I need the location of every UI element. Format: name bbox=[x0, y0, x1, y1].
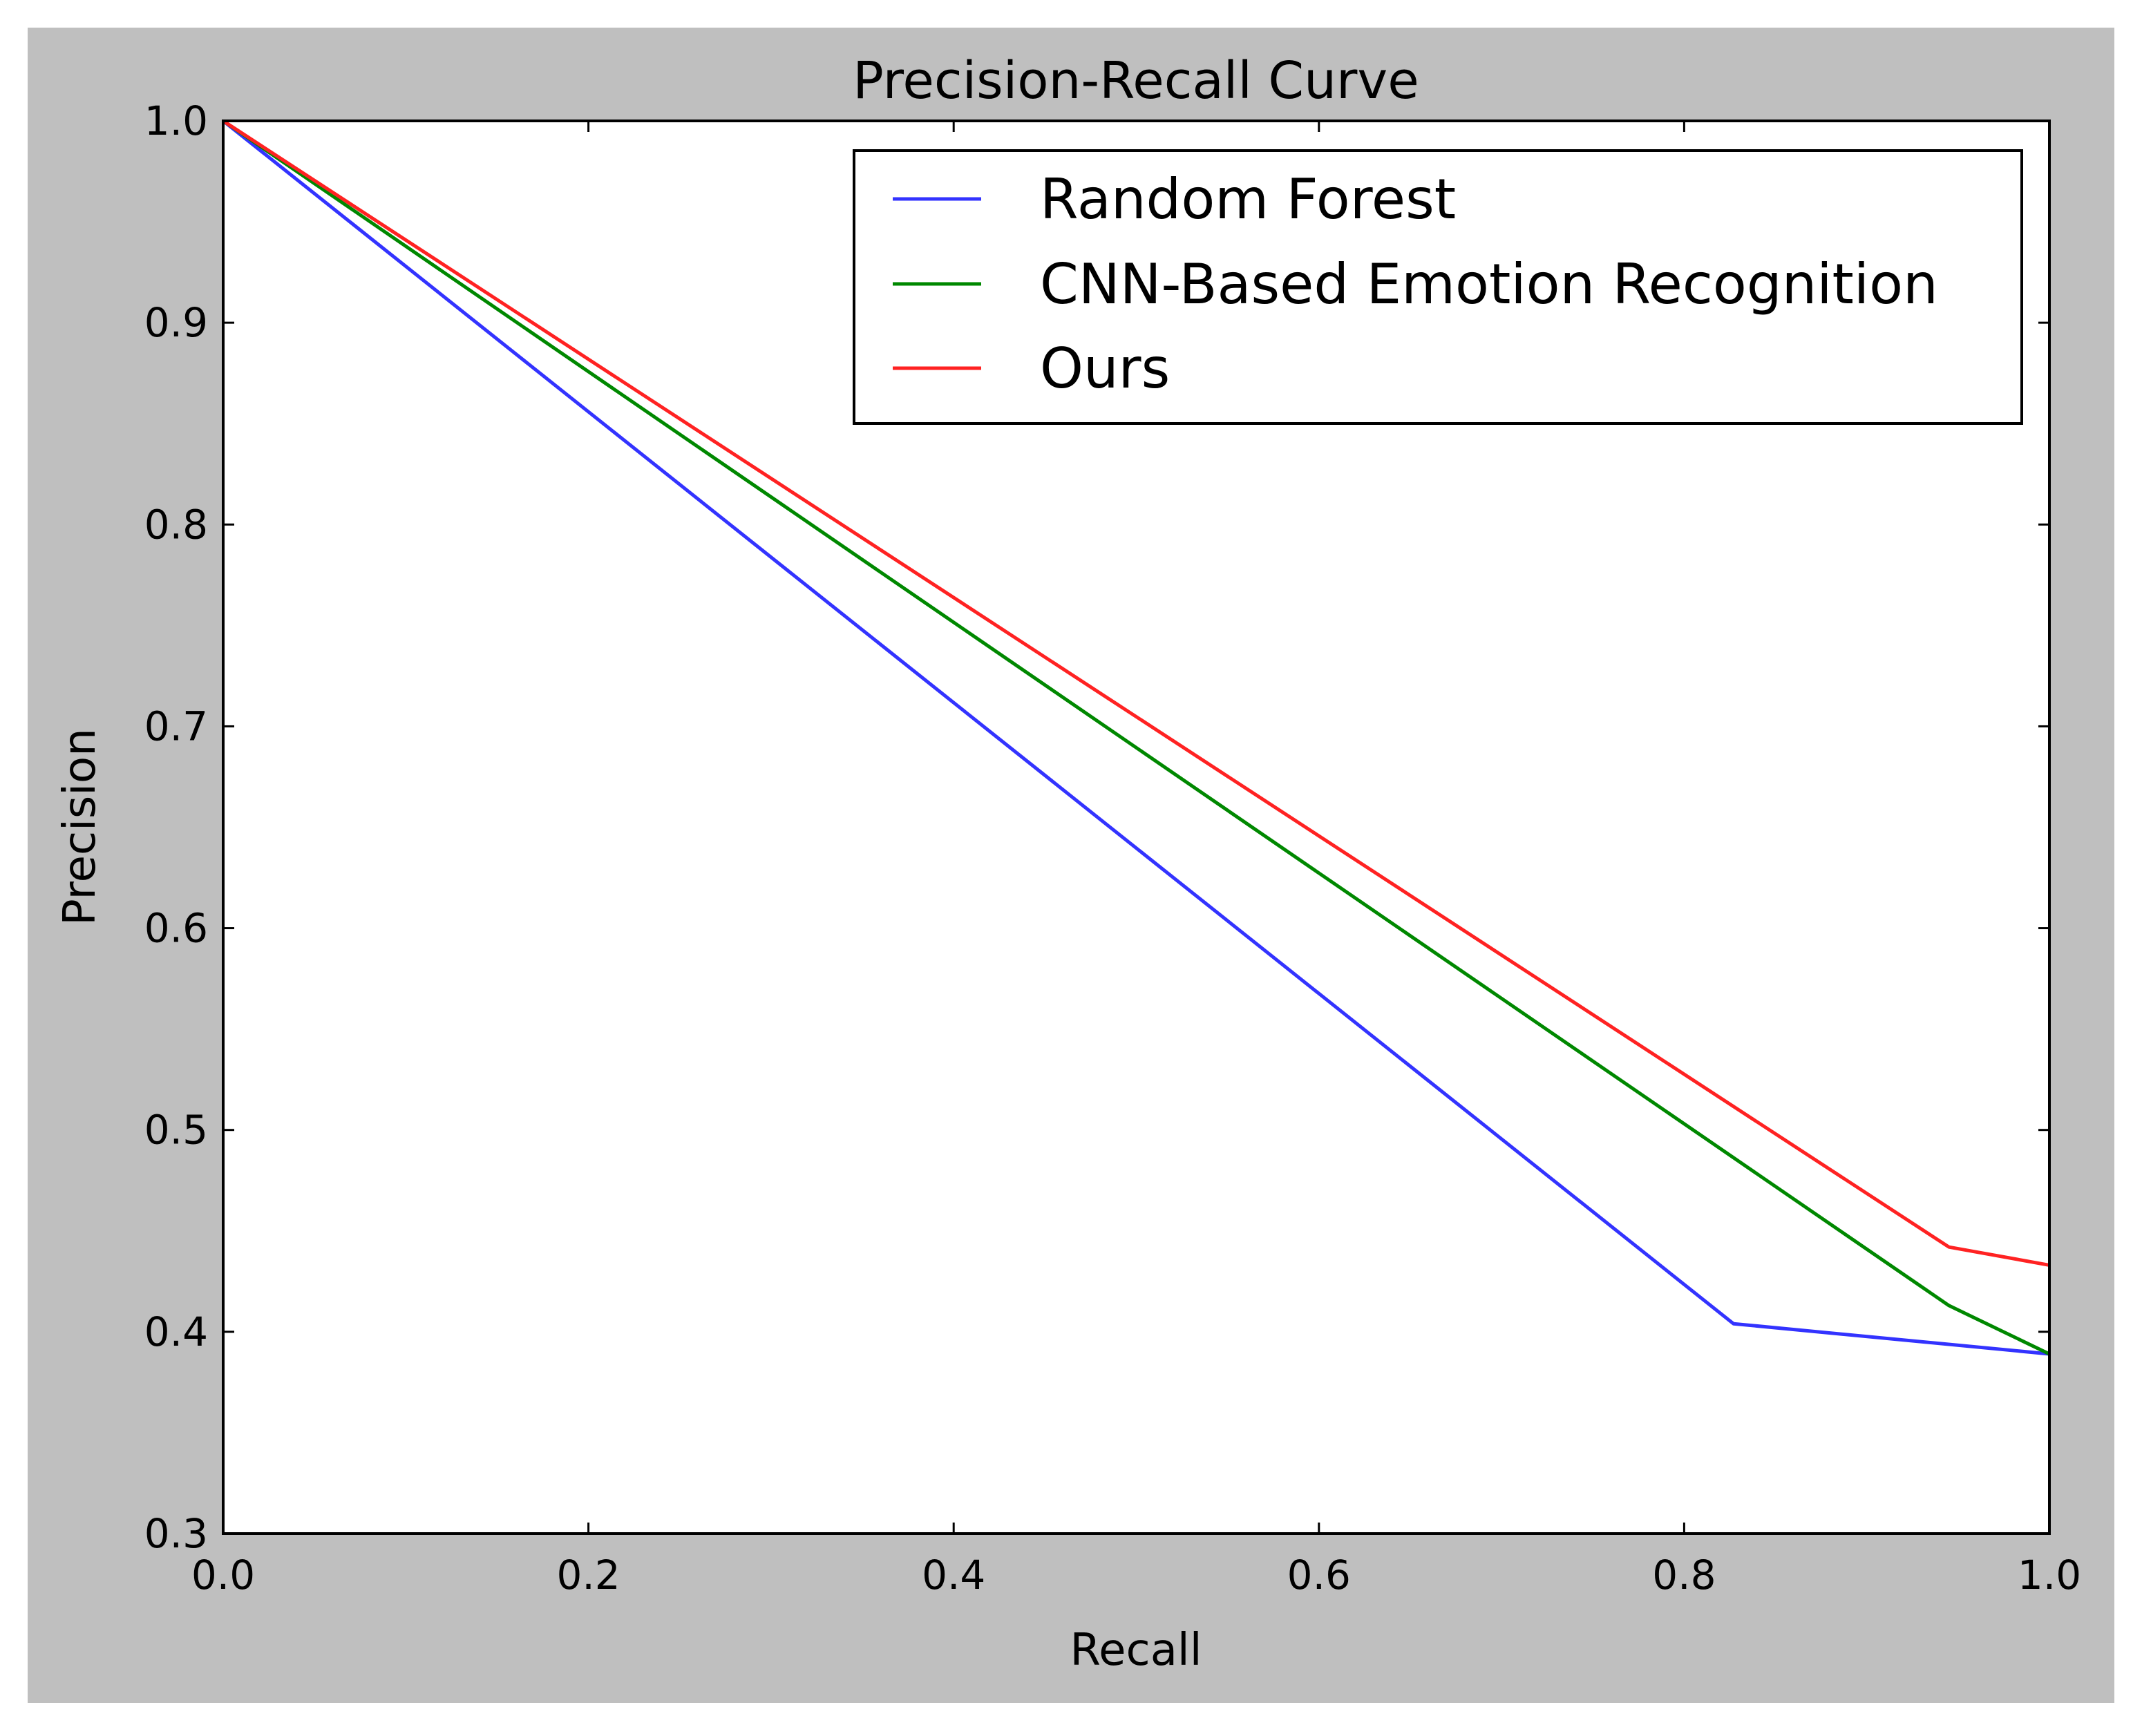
legend-label-cnn-based-emotion-recognition: CNN-Based Emotion Recognition bbox=[1040, 252, 1938, 316]
legend-box bbox=[853, 149, 2023, 425]
x-tick-label-0-8: 0.8 bbox=[1652, 1552, 1716, 1599]
series-line-random-forest bbox=[222, 120, 2050, 1356]
x-tick-label-0-6: 0.6 bbox=[1287, 1552, 1351, 1599]
x-tick-label-0-2: 0.2 bbox=[556, 1552, 620, 1599]
x-tick-label-1-0: 1.0 bbox=[2018, 1552, 2081, 1599]
series-line-cnn-based-emotion-recognition bbox=[222, 119, 2051, 1356]
y-axis-label: Precision bbox=[55, 728, 106, 926]
y-tick-label-1-0: 1.0 bbox=[144, 97, 208, 144]
legend: Random Forest CNN-Based Emotion Recognit… bbox=[853, 149, 2023, 425]
legend-label-ours: Ours bbox=[1040, 336, 1170, 401]
plot-frame bbox=[222, 120, 2051, 1535]
x-tick-label-0-4: 0.4 bbox=[922, 1552, 985, 1599]
y-tick-label-0-9: 0.9 bbox=[144, 299, 208, 346]
y-tick-label-0-8: 0.8 bbox=[144, 501, 208, 548]
legend-label-random-forest: Random Forest bbox=[1040, 167, 1456, 231]
tick-layer: 0.0 0.2 0.4 0.6 0.8 1.0 0.3 0.4 0.5 0.6 0.7 0.8 0.9 1… bbox=[144, 97, 2081, 1599]
series-layer bbox=[222, 119, 2051, 1356]
y-tick-label-0-3: 0.3 bbox=[144, 1510, 208, 1557]
y-tick-label-0-5: 0.5 bbox=[144, 1107, 208, 1154]
x-axis-label: Recall bbox=[1070, 1625, 1202, 1676]
chart-title: Precision-Recall Curve bbox=[853, 51, 1419, 111]
series-line-ours bbox=[222, 119, 2050, 1267]
y-tick-label-0-7: 0.7 bbox=[144, 703, 208, 750]
x-tick-label-0-0: 0.0 bbox=[191, 1552, 255, 1599]
y-tick-label-0-4: 0.4 bbox=[144, 1308, 208, 1355]
y-tick-label-0-6: 0.6 bbox=[144, 905, 208, 952]
